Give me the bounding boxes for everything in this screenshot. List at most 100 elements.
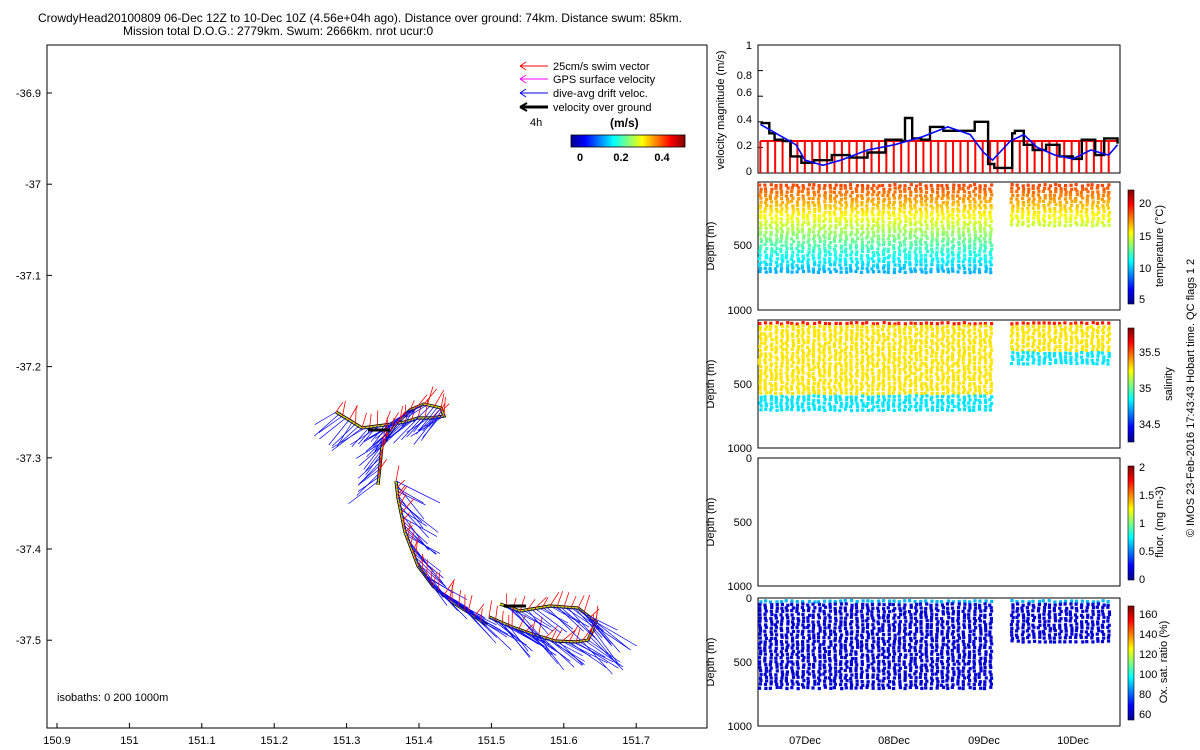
section-point	[966, 210, 971, 214]
section-point	[796, 368, 800, 372]
section-point	[769, 652, 774, 657]
section-point	[838, 652, 843, 656]
section-point	[892, 246, 896, 251]
section-point	[795, 203, 800, 207]
section-point	[856, 369, 860, 373]
section-point	[806, 385, 810, 389]
section-point	[984, 381, 988, 385]
section-point	[876, 352, 880, 356]
section-point	[801, 646, 805, 650]
section-point	[784, 633, 788, 637]
section-point	[972, 260, 976, 264]
section-point	[1042, 203, 1046, 208]
section-point	[1106, 616, 1110, 620]
section-point	[951, 207, 955, 211]
section-point	[1068, 619, 1072, 623]
section-point	[924, 263, 928, 267]
section-point	[1036, 345, 1040, 349]
section-point	[759, 395, 763, 399]
section-point	[1096, 184, 1100, 188]
section-point	[839, 649, 843, 653]
section-point	[855, 645, 860, 649]
section-point	[973, 230, 977, 234]
section-point	[904, 375, 908, 379]
section-point	[984, 629, 988, 633]
section-point	[913, 216, 917, 220]
section-point	[866, 663, 870, 667]
section-point	[843, 407, 847, 411]
section-point	[785, 324, 790, 329]
section-point	[775, 252, 779, 257]
section-point	[833, 213, 837, 217]
section-point	[913, 659, 917, 663]
section-point	[919, 375, 923, 379]
section-point	[785, 663, 789, 667]
section-point	[785, 672, 789, 676]
section-point	[929, 603, 933, 607]
section-point	[963, 388, 967, 392]
section-point	[780, 602, 785, 607]
section-point	[865, 630, 869, 634]
section-point	[881, 250, 885, 254]
section-point	[843, 250, 848, 254]
section-point	[800, 683, 805, 687]
section-point	[1025, 619, 1030, 624]
section-point	[887, 240, 891, 245]
section-point	[877, 669, 881, 673]
section-point	[1032, 605, 1036, 609]
swim-vector	[424, 399, 429, 419]
section-point	[795, 334, 800, 338]
section-point	[919, 200, 923, 204]
section-point	[978, 223, 983, 227]
section-point	[822, 629, 827, 634]
section-point	[816, 399, 821, 403]
section-point	[812, 339, 816, 343]
section-point	[940, 351, 945, 355]
section-point	[882, 676, 886, 680]
section-point	[972, 377, 976, 381]
section-point	[785, 331, 789, 336]
section-point	[839, 230, 844, 235]
section-point	[1096, 600, 1100, 604]
section-point	[844, 361, 848, 366]
section-point	[989, 189, 993, 194]
section-point	[887, 342, 891, 346]
section-point	[865, 200, 870, 204]
section-point	[941, 331, 945, 335]
section-point	[988, 404, 992, 408]
section-point	[1021, 340, 1025, 345]
section-point	[817, 209, 822, 213]
section-point	[877, 210, 881, 214]
section-point	[828, 605, 832, 609]
section-point	[1063, 640, 1067, 644]
section-point	[1042, 332, 1046, 336]
section-point	[770, 374, 774, 379]
section-point	[876, 328, 880, 332]
section-point	[790, 613, 794, 617]
section-point	[979, 263, 983, 267]
section-point	[930, 339, 934, 343]
swim-vector	[397, 485, 406, 495]
section-point	[758, 249, 762, 254]
section-point	[984, 639, 988, 643]
section-point	[801, 685, 806, 689]
section-point	[790, 189, 794, 193]
section-point	[930, 197, 934, 201]
section-point	[811, 253, 815, 257]
section-point	[1053, 603, 1057, 607]
section-point	[871, 686, 875, 690]
section-point	[829, 686, 833, 690]
section-point	[780, 351, 784, 355]
section-point	[988, 267, 992, 271]
section-point	[881, 679, 885, 683]
section-point	[812, 260, 817, 264]
section-point	[1031, 335, 1035, 339]
section-point	[909, 230, 913, 234]
section-point	[961, 632, 966, 637]
section-point	[860, 237, 864, 241]
section-point	[855, 639, 859, 643]
section-point	[1011, 357, 1015, 362]
section-point	[1036, 206, 1041, 210]
section-point	[966, 222, 971, 227]
section-point	[962, 390, 966, 395]
